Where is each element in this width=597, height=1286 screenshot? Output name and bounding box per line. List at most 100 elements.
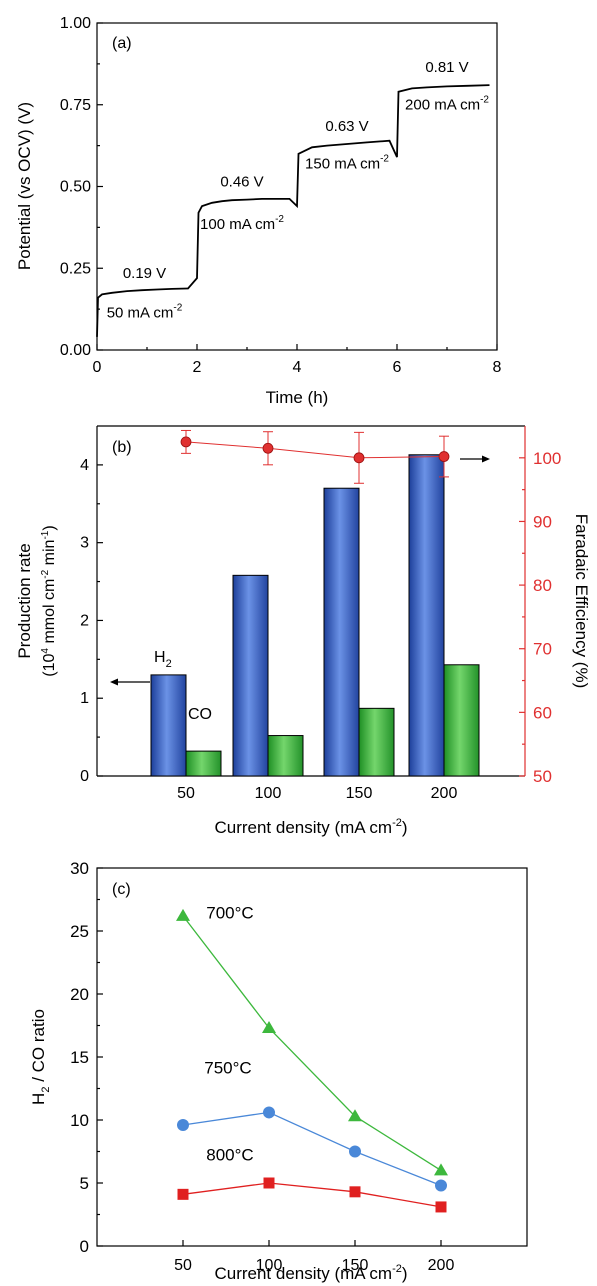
panel-c-series: 700°C 750°C 800°C: [176, 903, 448, 1213]
panel-c-marker-triangle: [176, 908, 190, 921]
panel-b-y2-tick-label: 90: [533, 512, 552, 531]
panel-b-y-tick-label: 2: [80, 612, 89, 629]
panel-c-y-ticks: 0 5 10 15 20 25 30: [70, 859, 103, 1256]
panel-c-marker-circle: [435, 1179, 447, 1192]
panel-b-x-tick-label: 100: [255, 785, 282, 802]
panel-b-x-ticks: 50 100 150 200: [177, 770, 457, 802]
panel-a-x-ticks: 0 2 4 6 8: [93, 344, 502, 376]
panel-c-series-line: [182, 1182, 442, 1208]
panel-b-h2-bar: [408, 454, 445, 777]
panel-c-marker-triangle: [262, 1021, 276, 1034]
panel-a-x-tick-label: 4: [293, 359, 302, 376]
panel-a-annotation: 0.63 V: [325, 118, 368, 135]
panel-b-fe-line: [185, 441, 445, 459]
panel-b-y2-tick-label: 60: [533, 703, 552, 722]
panel-c-marker-circle: [263, 1106, 275, 1119]
panel-c-y-tick-label: 20: [70, 985, 89, 1004]
panel-b-y2-tick-label: 100: [533, 449, 561, 468]
panel-a-annotation: 0.46 V: [220, 174, 263, 191]
panel-c-marker-square: [349, 1186, 361, 1198]
panel-b-co-bar: [443, 664, 480, 777]
panel-c-marker-square: [177, 1188, 189, 1200]
panel-c-y-tick-label: 10: [70, 1111, 89, 1130]
panel-c-x-tick-label: 200: [428, 1257, 455, 1274]
panel-b-y-tick-label: 3: [80, 535, 89, 552]
panel-a-y-axis-label: Potential (vs OCV) (V): [15, 102, 34, 270]
panel-a-y-tick-label: 0.50: [60, 179, 91, 196]
panel-b-co-bar: [267, 735, 304, 777]
panel-a-y-ticks: 0.00 0.25 0.50 0.75 1.00: [60, 15, 103, 359]
panel-c-series-label: 700°C: [206, 903, 253, 922]
panel-b-left-arrow: [110, 678, 150, 686]
panel-b-bars: [150, 454, 480, 777]
panel-b-y-tick-label: 4: [80, 457, 89, 474]
panel-c-marker-square: [435, 1201, 447, 1213]
panel-b-y-tick-label: 1: [80, 690, 89, 707]
panel-c-y-tick-label: 5: [80, 1174, 89, 1193]
panel-a-potential-trace: [96, 84, 490, 337]
panel-b-x-axis-label: Current density (mA cm-2): [214, 817, 407, 837]
panel-b-series-co-label: CO: [188, 706, 212, 723]
panel-c-y-tick-label: 25: [70, 922, 89, 941]
panel-b-y2-ticks: 50 60 70 80 90 100: [519, 449, 561, 786]
panel-c-marker-triangle: [434, 1163, 448, 1176]
panel-a-annotation: 50 mA cm-2: [107, 302, 183, 321]
panel-b-fe-point: [180, 436, 192, 448]
panel-c-y-tick-label: 30: [70, 859, 89, 878]
panel-a-label: (a): [112, 35, 132, 52]
panel-c-marker-circle: [349, 1145, 361, 1158]
panel-b-right-arrow: [460, 455, 490, 463]
panel-a-x-tick-label: 2: [193, 359, 202, 376]
panel-b-fe-point: [438, 451, 450, 462]
panel-c-x-ticks: 50 100 150 200: [174, 1240, 454, 1274]
panel-b-x-tick-label: 50: [177, 785, 195, 802]
panel-a-potential-chart: 0 2 4 6 8 0.00 0.25 0.50 0.75 1.00 0.19 V 50 mA c…: [15, 15, 502, 407]
panel-b-y2-tick-label: 80: [533, 576, 552, 595]
panel-a-annotation: 0.81 V: [425, 59, 468, 76]
panel-b-h2-bar: [323, 487, 360, 777]
panel-b-y2-tick-label: 70: [533, 640, 552, 659]
panel-a-y-tick-label: 0.75: [60, 97, 91, 114]
panel-a-y-tick-label: 0.25: [60, 260, 91, 277]
panel-b-x-tick-label: 150: [346, 785, 373, 802]
panel-c-plot-frame: [96, 867, 528, 1247]
panel-b-co-bar: [185, 750, 222, 777]
panel-b-co-bar: [358, 707, 395, 777]
panel-c-marker-circle: [177, 1119, 189, 1132]
panel-b-series-h2-label: H2: [154, 649, 172, 670]
panel-c-y-tick-label: 15: [70, 1048, 89, 1067]
panel-a-annotation: 200 mA cm-2: [405, 95, 489, 114]
panel-b-y-tick-label: 0: [80, 768, 89, 785]
panel-a-x-tick-label: 8: [493, 359, 502, 376]
panel-b-fe-point: [353, 452, 365, 464]
panel-c-series-label: 750°C: [204, 1058, 251, 1077]
panel-b-fe-point: [262, 442, 274, 454]
panel-c-y-axis-label: H2 / CO ratio: [29, 1009, 52, 1105]
panel-c-series-label: 800°C: [206, 1145, 253, 1164]
panel-b-faradaic-efficiency: [180, 429, 450, 484]
panel-a-annotation: 0.19 V: [123, 265, 166, 282]
panel-c-series-line: [182, 915, 442, 1171]
panel-c-x-tick-label: 100: [256, 1257, 283, 1274]
panel-a-x-tick-label: 6: [393, 359, 402, 376]
panel-c-marker-triangle: [348, 1109, 362, 1122]
panel-a-annotation: 100 mA cm-2: [200, 214, 284, 233]
panel-b-h2-bar: [150, 674, 187, 777]
panel-c-x-tick-label: 150: [342, 1257, 369, 1274]
panel-a-x-axis-label: Time (h): [266, 388, 329, 407]
panel-a-annotations: 0.19 V 50 mA cm-2 0.46 V 100 mA cm-2 0.63 V 1…: [107, 59, 490, 321]
panel-b-h2-bar: [232, 574, 269, 777]
panel-b-y-ticks: 0 1 2 3 4: [80, 457, 103, 785]
panel-c-x-tick-label: 50: [174, 1257, 192, 1274]
panel-b-y2-tick-label: 50: [533, 767, 552, 786]
panel-a-x-tick-label: 0: [93, 359, 102, 376]
panel-b-y2-axis-label: Faradaic Efficiency (%): [572, 514, 591, 688]
panel-c-x-axis-label: Current density (mA cm-2): [214, 1263, 407, 1283]
panel-b-x-tick-label: 200: [431, 785, 458, 802]
panel-c-ratio-chart: 50 100 150 200 0 5 10 15 20 25 30 700°C 750°C 800°C…: [29, 859, 528, 1283]
panel-a-y-tick-label: 0.00: [60, 342, 91, 359]
panel-c-label: (c): [112, 881, 131, 898]
panel-c-marker-square: [263, 1177, 275, 1189]
panel-a-annotation: 150 mA cm-2: [305, 154, 389, 173]
